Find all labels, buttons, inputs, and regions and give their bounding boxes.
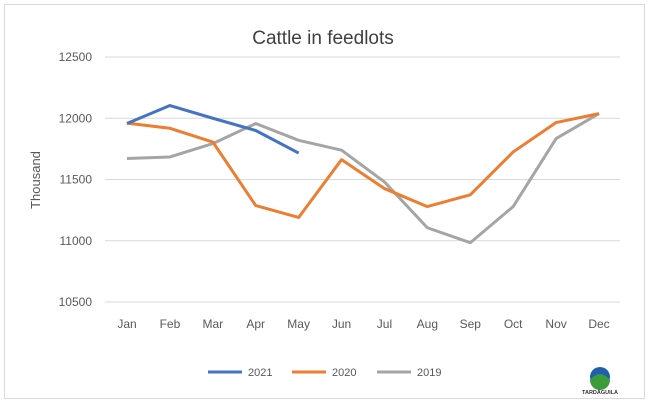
chart-frame: [4, 4, 645, 399]
x-tick-label: Sep: [460, 317, 482, 331]
x-tick-label: Mar: [202, 317, 223, 331]
y-tick-label: 12000: [59, 111, 93, 125]
logo-hill-icon: [590, 374, 610, 390]
x-tick-label: Nov: [545, 317, 566, 331]
legend-label: 2021: [248, 367, 272, 379]
chart-title: Cattle in feedlots: [252, 28, 394, 49]
logo: TARDÁGUILA: [582, 367, 618, 396]
x-tick-label: Aug: [417, 317, 438, 331]
y-tick-label: 11000: [60, 234, 93, 248]
x-tick-label: May: [287, 317, 310, 331]
x-tick-label: Jul: [377, 317, 392, 331]
x-tick-label: Jun: [332, 317, 351, 331]
series-line-2019: [126, 112, 600, 245]
x-tick-label: Jan: [117, 317, 136, 331]
legend-label: 2019: [417, 367, 441, 379]
x-tick-label: Apr: [246, 317, 265, 331]
legend-label: 2020: [332, 367, 356, 379]
series-line-2020: [126, 112, 600, 219]
x-tick-label: Oct: [504, 317, 523, 331]
x-tick-label: Feb: [160, 317, 181, 331]
series-line-2021: [126, 104, 300, 155]
y-axis-label: Thousand: [28, 151, 43, 209]
y-tick-label: 10500: [59, 295, 93, 309]
logo-text: TARDÁGUILA: [582, 389, 618, 396]
x-tick-label: Dec: [588, 317, 609, 331]
y-tick-label: 12500: [59, 50, 93, 64]
y-tick-label: 11500: [60, 173, 93, 187]
